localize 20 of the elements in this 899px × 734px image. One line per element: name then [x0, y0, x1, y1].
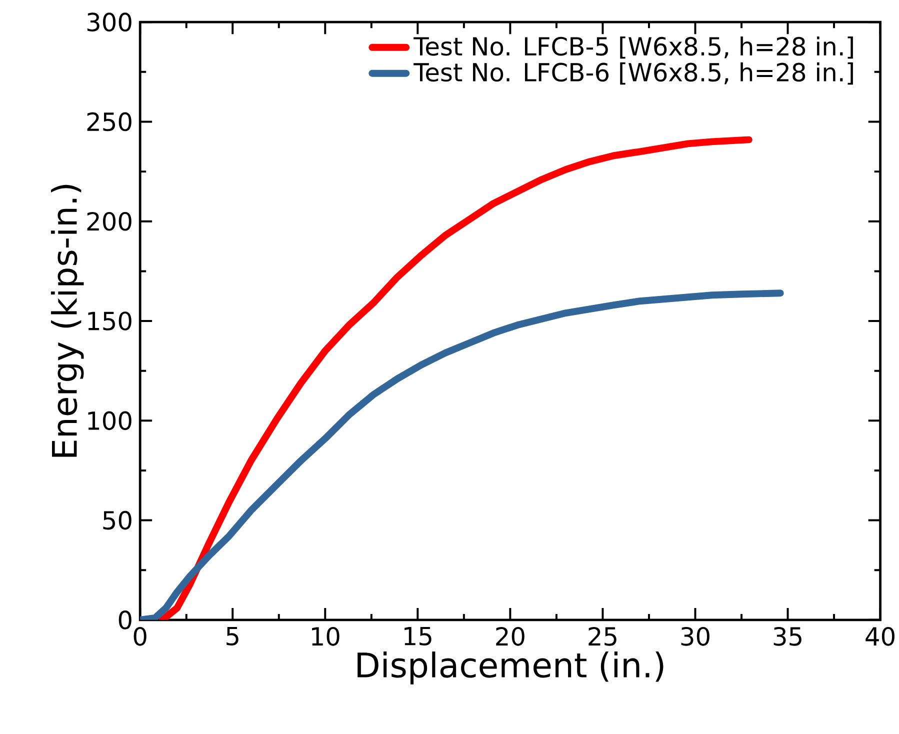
x-tick-label: 0 [134, 626, 146, 646]
x-tick-label: 30 [681, 626, 710, 646]
y-tick-label: 150 [88, 312, 132, 330]
y-tick-label: 0 [118, 610, 132, 630]
x-tick-label: 5 [226, 627, 238, 646]
y-tick-label: 250 [87, 112, 132, 132]
legend-label: Test No. LFCB-6 [W6x8.5, h=28 in.] [414, 62, 853, 85]
y-tick-label: 50 [103, 510, 132, 530]
y-tick-label: 100 [88, 411, 132, 430]
x-tick-label: 15 [404, 627, 432, 646]
y-tick-label: 300 [87, 12, 132, 32]
x-tick-label: 40 [866, 626, 894, 646]
legend-label: Test No. LFCB-5 [W6x8.5, h=28 in.] [414, 36, 853, 59]
x-tick-label: 10 [312, 626, 340, 646]
x-tick-label: 20 [496, 626, 524, 646]
x-axis-title: Displacement (in.) [358, 652, 664, 684]
x-tick-label: 35 [774, 626, 802, 646]
x-tick-label: 25 [588, 626, 616, 646]
y-tick-label: 200 [87, 212, 132, 231]
y-axis-title: Energy (kips-in.) [50, 184, 84, 457]
